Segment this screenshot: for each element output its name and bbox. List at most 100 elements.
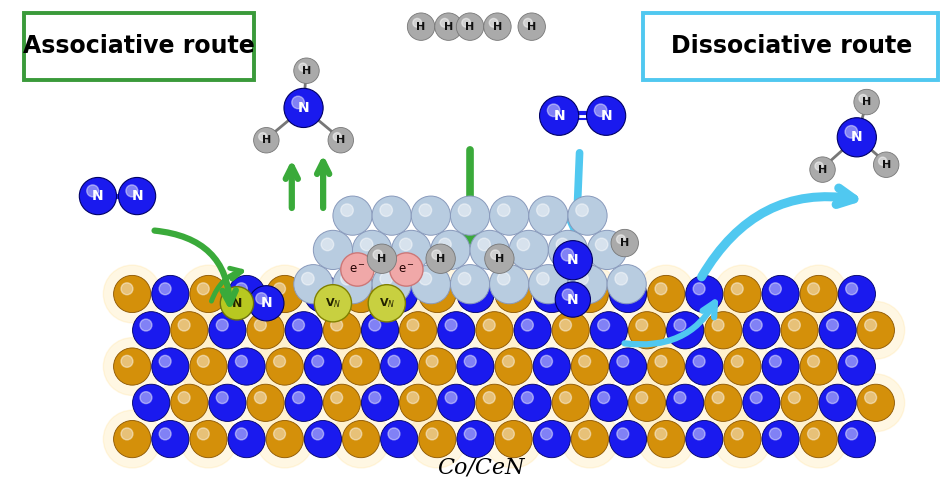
Circle shape: [788, 319, 801, 331]
Circle shape: [321, 238, 333, 251]
Circle shape: [419, 204, 431, 216]
Circle shape: [571, 348, 609, 385]
Circle shape: [484, 13, 512, 40]
Circle shape: [464, 428, 477, 440]
Circle shape: [446, 319, 457, 331]
Circle shape: [714, 410, 771, 468]
Circle shape: [418, 421, 456, 458]
Circle shape: [114, 276, 151, 312]
Circle shape: [560, 319, 572, 331]
Circle shape: [399, 238, 412, 251]
Circle shape: [104, 410, 161, 468]
Text: H: H: [620, 238, 629, 248]
Circle shape: [826, 392, 838, 403]
Text: H: H: [882, 160, 891, 170]
Circle shape: [576, 273, 589, 285]
Circle shape: [485, 338, 543, 396]
FancyBboxPatch shape: [643, 13, 938, 80]
Circle shape: [667, 311, 704, 349]
Circle shape: [495, 348, 532, 385]
Circle shape: [438, 384, 475, 422]
Circle shape: [464, 283, 477, 295]
Circle shape: [571, 421, 609, 458]
Text: N: N: [600, 109, 612, 123]
Circle shape: [152, 348, 189, 385]
Circle shape: [413, 18, 422, 27]
Text: H: H: [495, 254, 504, 264]
Circle shape: [497, 204, 510, 216]
Circle shape: [197, 355, 209, 368]
Circle shape: [838, 348, 875, 385]
Circle shape: [693, 283, 705, 295]
Circle shape: [121, 428, 133, 440]
Circle shape: [362, 384, 398, 422]
Circle shape: [686, 348, 723, 385]
Circle shape: [517, 238, 529, 251]
Circle shape: [440, 18, 449, 27]
Circle shape: [694, 374, 752, 431]
Circle shape: [180, 338, 237, 396]
Circle shape: [180, 410, 237, 468]
Circle shape: [381, 421, 418, 458]
Text: H: H: [862, 97, 871, 107]
Circle shape: [331, 319, 343, 331]
Circle shape: [333, 410, 390, 468]
Text: H: H: [818, 165, 827, 175]
Circle shape: [705, 384, 742, 422]
Circle shape: [781, 384, 819, 422]
Circle shape: [457, 348, 494, 385]
Circle shape: [578, 428, 591, 440]
Circle shape: [609, 421, 646, 458]
Circle shape: [256, 338, 314, 396]
Circle shape: [541, 428, 552, 440]
Circle shape: [456, 13, 484, 40]
Circle shape: [770, 355, 781, 368]
Circle shape: [611, 229, 639, 257]
Circle shape: [294, 58, 319, 84]
Circle shape: [312, 283, 324, 295]
Circle shape: [388, 355, 400, 368]
Text: N: N: [261, 296, 272, 310]
Circle shape: [655, 283, 667, 295]
Circle shape: [667, 384, 704, 422]
Circle shape: [859, 94, 867, 102]
FancyArrowPatch shape: [702, 188, 853, 277]
Circle shape: [315, 285, 351, 322]
Circle shape: [267, 348, 303, 385]
Text: Dissociative route: Dissociative route: [671, 34, 912, 58]
Circle shape: [388, 428, 400, 440]
Circle shape: [705, 311, 742, 349]
Circle shape: [562, 289, 574, 300]
Circle shape: [552, 384, 590, 422]
Circle shape: [426, 283, 438, 295]
Circle shape: [114, 421, 151, 458]
Circle shape: [522, 392, 533, 403]
Circle shape: [771, 374, 828, 431]
Circle shape: [273, 428, 285, 440]
Circle shape: [686, 421, 723, 458]
Circle shape: [292, 96, 304, 109]
Circle shape: [273, 355, 285, 368]
Circle shape: [485, 265, 543, 323]
Circle shape: [723, 421, 761, 458]
Circle shape: [497, 273, 510, 285]
Circle shape: [126, 185, 138, 197]
Circle shape: [152, 421, 189, 458]
Circle shape: [847, 374, 904, 431]
Circle shape: [159, 355, 171, 368]
Circle shape: [299, 63, 307, 71]
Circle shape: [381, 276, 418, 312]
Circle shape: [723, 276, 761, 312]
Text: H: H: [436, 254, 446, 264]
Circle shape: [618, 374, 675, 431]
Circle shape: [389, 374, 447, 431]
Circle shape: [450, 265, 490, 304]
Circle shape: [464, 355, 477, 368]
Text: H: H: [493, 22, 502, 31]
Circle shape: [617, 283, 628, 295]
Circle shape: [638, 265, 695, 323]
Circle shape: [490, 196, 528, 235]
Circle shape: [367, 244, 397, 274]
Text: N: N: [567, 293, 578, 307]
Circle shape: [418, 348, 456, 385]
